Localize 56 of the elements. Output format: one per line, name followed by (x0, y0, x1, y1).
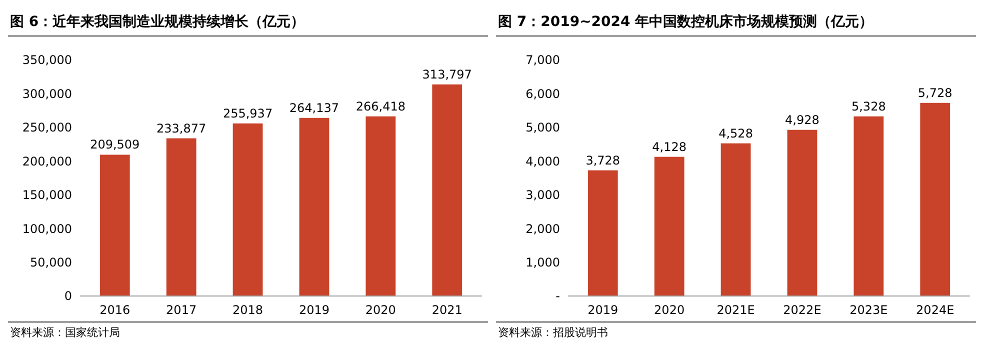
data-label: 264,137 (289, 100, 340, 115)
y-tick-label: 1,000 (526, 255, 560, 270)
data-label: 5,328 (851, 99, 886, 114)
chart-title: 图 7：2019~2024 年中国数控机床市场规模预测（亿元） (498, 13, 874, 30)
x-tick-label: 2024E (916, 303, 954, 317)
x-tick-label: 2022E (783, 303, 822, 317)
data-label: 233,877 (156, 121, 206, 136)
bar (299, 118, 330, 296)
data-label: 209,509 (90, 138, 140, 152)
data-label: 5,728 (918, 86, 952, 100)
chart-title: 图 6：近年来我国制造业规模持续增长（亿元） (10, 13, 305, 30)
y-tick-label: - (556, 289, 560, 304)
bar (588, 170, 618, 296)
bar (100, 154, 130, 296)
x-tick-label: 2016 (100, 303, 130, 317)
bar (654, 156, 684, 296)
y-tick-label: 50,000 (30, 255, 72, 270)
x-tick-label: 2018 (232, 303, 264, 317)
y-tick-label: 5,000 (526, 120, 560, 135)
y-tick-label: 200,000 (22, 154, 72, 168)
x-tick-label: 2017 (166, 303, 197, 317)
x-tick-label: 2021 (432, 303, 462, 317)
y-tick-label: 6,000 (526, 86, 560, 101)
x-tick-label: 2020 (654, 303, 685, 317)
x-tick-label: 2019 (298, 303, 330, 317)
bar (366, 116, 396, 296)
x-tick-label: 2020 (365, 303, 396, 317)
y-tick-label: 150,000 (22, 188, 72, 202)
data-label: 266,418 (356, 99, 406, 114)
bar (720, 143, 751, 296)
bar (166, 138, 196, 296)
text: 资料来源：招股说明书 (498, 326, 608, 339)
y-tick-label: 300,000 (22, 86, 72, 101)
y-tick-label: 250,000 (22, 120, 72, 135)
y-tick-label: 350,000 (22, 53, 72, 68)
bar (920, 102, 950, 296)
y-tick-label: 7,000 (526, 53, 560, 68)
y-tick-label: 2,000 (526, 222, 560, 236)
bar (787, 130, 818, 296)
data-label: 4,928 (785, 112, 820, 127)
y-tick-label: 3,000 (526, 188, 560, 202)
y-tick-label: 100,000 (22, 222, 72, 236)
y-tick-label: 0 (64, 289, 72, 304)
x-tick-label: 2021E (716, 303, 755, 317)
bar (432, 84, 462, 296)
data-label: 313,797 (422, 67, 472, 82)
data-label: 3,728 (586, 153, 620, 168)
text: 资料来源：国家统计局 (10, 326, 120, 339)
x-tick-label: 2019 (588, 303, 618, 317)
data-label: 4,128 (652, 140, 687, 154)
x-tick-label: 2023E (850, 303, 888, 317)
bar (232, 123, 263, 296)
y-tick-label: 4,000 (526, 154, 560, 168)
bar (854, 116, 884, 296)
data-label: 255,937 (222, 106, 273, 120)
data-label: 4,528 (718, 126, 753, 140)
